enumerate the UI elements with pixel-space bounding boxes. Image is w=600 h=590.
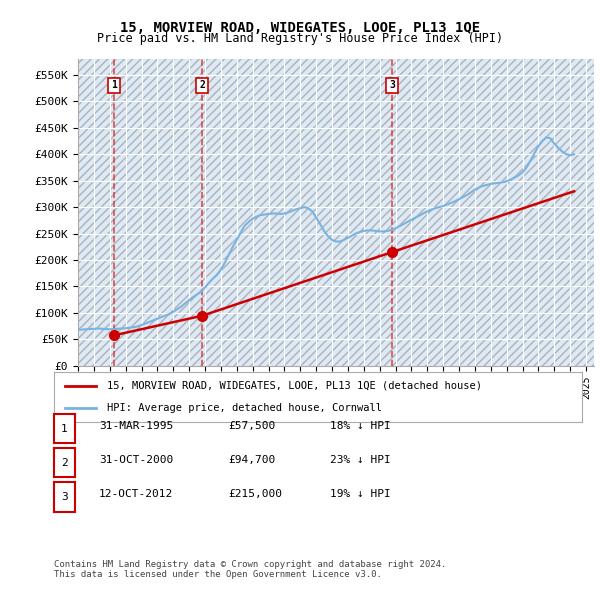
Text: £94,700: £94,700 — [228, 455, 275, 465]
Text: 15, MORVIEW ROAD, WIDEGATES, LOOE, PL13 1QE (detached house): 15, MORVIEW ROAD, WIDEGATES, LOOE, PL13 … — [107, 381, 482, 391]
Text: 31-OCT-2000: 31-OCT-2000 — [99, 455, 173, 465]
Text: 15, MORVIEW ROAD, WIDEGATES, LOOE, PL13 1QE: 15, MORVIEW ROAD, WIDEGATES, LOOE, PL13 … — [120, 21, 480, 35]
Text: HPI: Average price, detached house, Cornwall: HPI: Average price, detached house, Corn… — [107, 403, 382, 413]
Text: 18% ↓ HPI: 18% ↓ HPI — [330, 421, 391, 431]
Text: 1: 1 — [111, 80, 116, 90]
Text: Contains HM Land Registry data © Crown copyright and database right 2024.
This d: Contains HM Land Registry data © Crown c… — [54, 560, 446, 579]
Text: 31-MAR-1995: 31-MAR-1995 — [99, 421, 173, 431]
Text: 19% ↓ HPI: 19% ↓ HPI — [330, 490, 391, 499]
Text: 1: 1 — [61, 424, 68, 434]
Text: 3: 3 — [61, 492, 68, 502]
Text: £215,000: £215,000 — [228, 490, 282, 499]
Text: 2: 2 — [199, 80, 205, 90]
Text: 3: 3 — [389, 80, 395, 90]
Text: 2: 2 — [61, 458, 68, 468]
Text: Price paid vs. HM Land Registry's House Price Index (HPI): Price paid vs. HM Land Registry's House … — [97, 32, 503, 45]
Text: 12-OCT-2012: 12-OCT-2012 — [99, 490, 173, 499]
Text: £57,500: £57,500 — [228, 421, 275, 431]
Text: 23% ↓ HPI: 23% ↓ HPI — [330, 455, 391, 465]
